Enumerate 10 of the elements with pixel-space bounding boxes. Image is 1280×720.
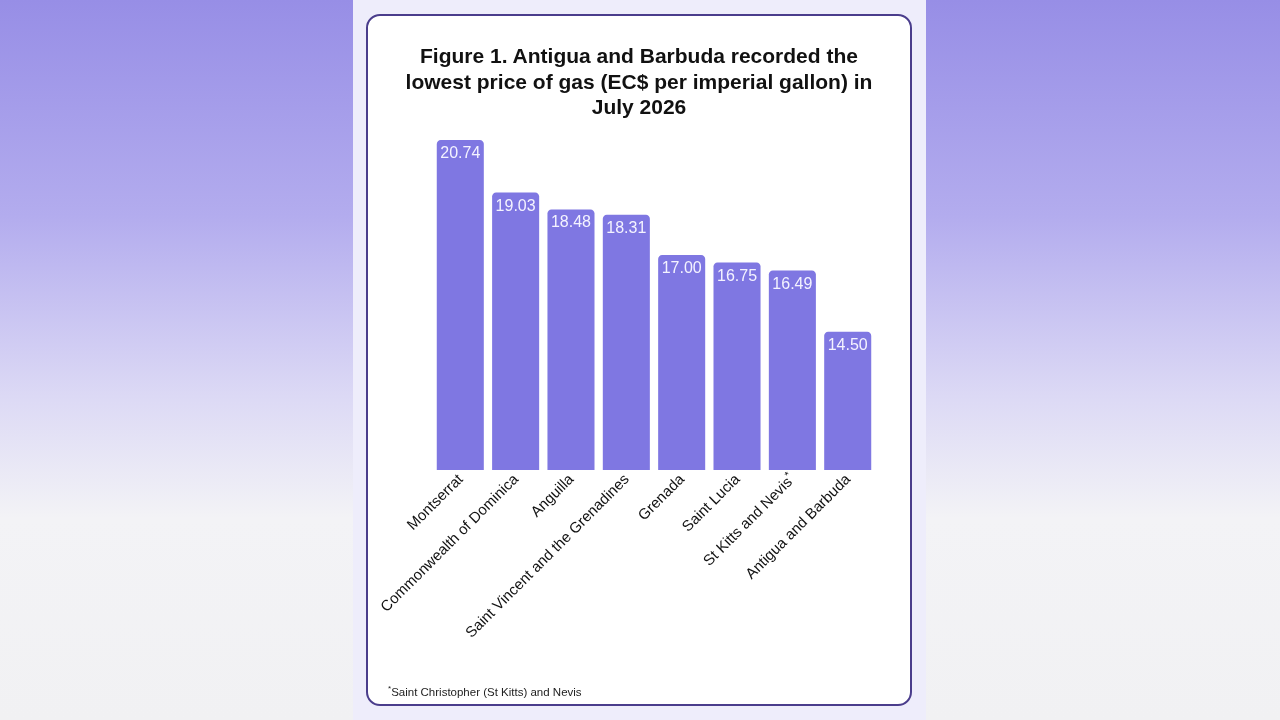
data-label: 14.50 [827, 335, 868, 353]
data-label: 16.49 [772, 274, 813, 292]
data-label: 18.48 [550, 213, 592, 231]
data-label: 18.31 [606, 218, 647, 236]
text: $^{*}$Saint Christopher (St Kitts) and Nevis [388, 684, 582, 698]
data-label: 16.75 [717, 266, 758, 284]
chart-title: Figure 1. Antigua and Barbuda recorded the lowest price of gas (EC$ per imperial gallon) in July 2026 [404, 43, 874, 120]
data-label: 20.74 [440, 144, 481, 161]
data-label: 19.03 [495, 196, 536, 214]
data-label: 17.00 [661, 258, 702, 276]
